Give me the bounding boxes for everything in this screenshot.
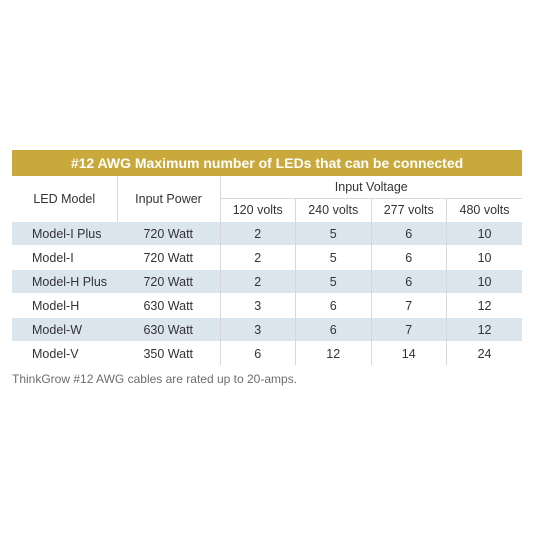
cell-model: Model-H Plus	[12, 269, 117, 294]
table-row: Model-H Plus 720 Watt 2 5 6 10	[12, 269, 523, 294]
cell-277v: 14	[371, 341, 447, 365]
header-277-volts: 277 volts	[371, 198, 447, 222]
cell-277v: 7	[371, 293, 447, 318]
cell-model: Model-W	[12, 317, 117, 342]
cell-120v: 3	[220, 293, 296, 318]
cell-240v: 5	[295, 221, 372, 246]
table-row: Model-W 630 Watt 3 6 7 12	[12, 317, 523, 342]
table-row: Model-V 350 Watt 6 12 14 24	[12, 341, 523, 365]
table-row: Model-H 630 Watt 3 6 7 12	[12, 293, 523, 318]
cell-277v: 6	[371, 269, 447, 294]
cell-power: 720 Watt	[117, 221, 221, 246]
cell-240v: 5	[295, 245, 372, 270]
header-120-volts: 120 volts	[220, 198, 296, 222]
header-480-volts: 480 volts	[459, 203, 510, 217]
cell-240v: 12	[295, 341, 372, 365]
table-row: Model-I 720 Watt 2 5 6 10	[12, 245, 523, 270]
cell-480v: 24	[446, 341, 523, 365]
cell-480v: 10	[446, 221, 523, 246]
cell-model: Model-I Plus	[12, 221, 117, 246]
cell-power: 630 Watt	[117, 317, 221, 342]
cell-277v: 7	[371, 317, 447, 342]
cell-model: Model-H	[12, 293, 117, 318]
led-capacity-table: LED Model Input Power Input Voltage 120 …	[12, 176, 523, 365]
cell-240v: 6	[295, 317, 372, 342]
cell-277v: 6	[371, 245, 447, 270]
cell-480v: 12	[446, 317, 523, 342]
cell-power: 630 Watt	[117, 293, 221, 318]
footnote: ThinkGrow #12 AWG cables are rated up to…	[12, 372, 298, 386]
cell-power: 350 Watt	[117, 341, 221, 365]
cell-240v: 5	[295, 269, 372, 294]
cell-120v: 2	[220, 245, 296, 270]
header-led-model: LED Model	[12, 176, 118, 222]
cell-model: Model-I	[12, 245, 117, 270]
cell-480v: 10	[446, 269, 523, 294]
cell-model: Model-V	[12, 341, 117, 365]
table-row: Model-I Plus 720 Watt 2 5 6 10	[12, 221, 523, 246]
table-title: #12 AWG Maximum number of LEDs that can …	[12, 150, 522, 176]
cell-power: 720 Watt	[117, 245, 221, 270]
cell-120v: 2	[220, 269, 296, 294]
cell-240v: 6	[295, 293, 372, 318]
cell-480v: 12	[446, 293, 523, 318]
cell-120v: 6	[220, 341, 296, 365]
cell-480v: 10	[446, 245, 523, 270]
header-input-voltage: Input Voltage	[220, 176, 523, 199]
cell-120v: 3	[220, 317, 296, 342]
header-input-power: Input Power	[117, 176, 221, 222]
cell-120v: 2	[220, 221, 296, 246]
header-240-volts: 240 volts	[295, 198, 372, 222]
cell-277v: 6	[371, 221, 447, 246]
cell-power: 720 Watt	[117, 269, 221, 294]
